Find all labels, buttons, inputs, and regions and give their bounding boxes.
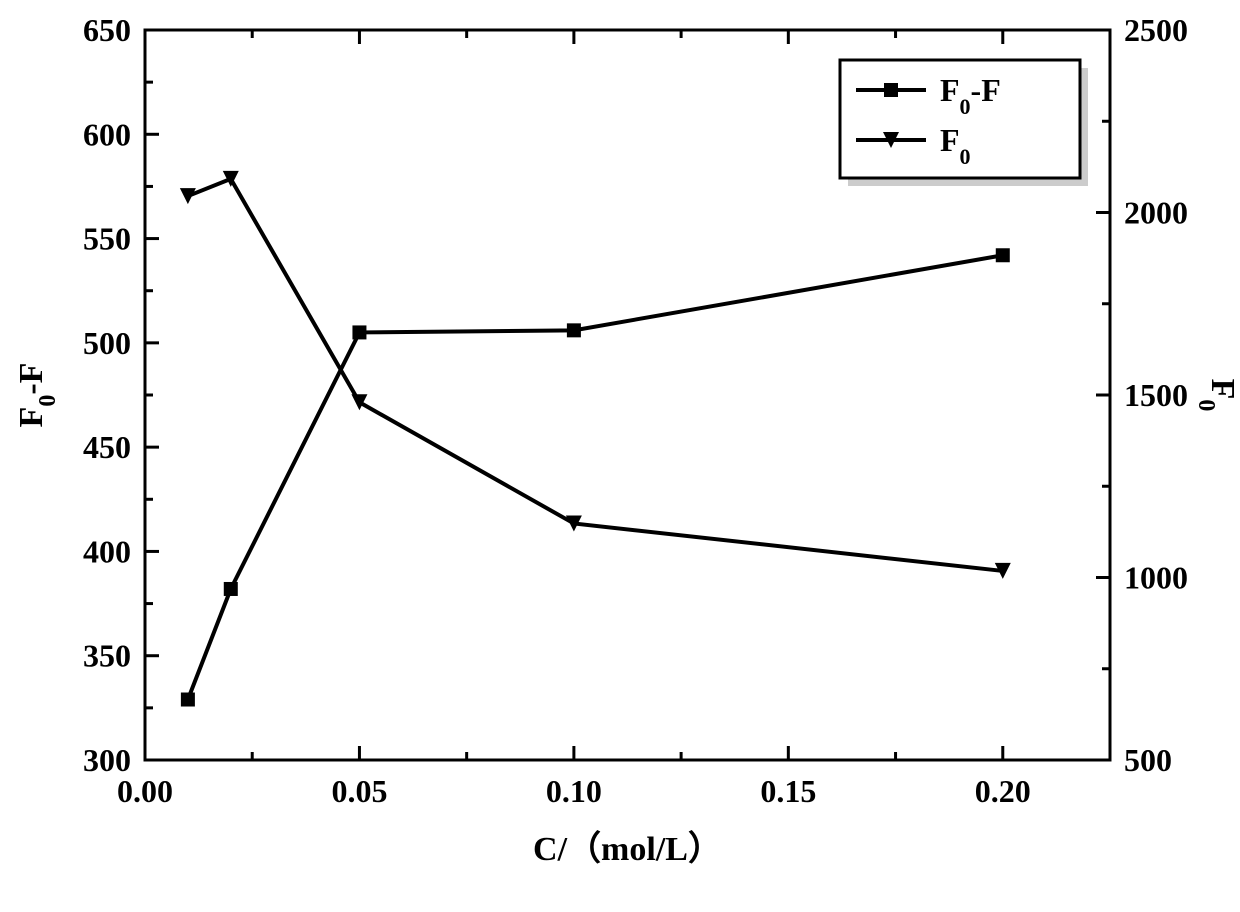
dual-axis-line-chart: 0.00 0.05 0.10 0.15 0.20 300 350 400 450 500 550 60… [0, 0, 1240, 912]
x-tick-label: 0.15 [760, 773, 816, 809]
marker-square [567, 323, 581, 337]
yl-tick-label: 300 [83, 742, 131, 778]
x-axis-label: C/（mol/L） [533, 829, 722, 868]
marker-square [352, 325, 366, 339]
x-tick-label: 0.20 [975, 773, 1031, 809]
yr-tick-label: 2500 [1124, 12, 1188, 48]
yl-tick-label: 400 [83, 533, 131, 569]
yr-tick-label: 1500 [1124, 377, 1188, 413]
x-tick-label: 0.00 [117, 773, 173, 809]
marker-square [996, 248, 1010, 262]
yl-tick-label: 600 [83, 116, 131, 152]
x-tick-label: 0.05 [331, 773, 387, 809]
yl-tick-label: 500 [83, 325, 131, 361]
yl-tick-label: 650 [83, 12, 131, 48]
yr-tick-label: 500 [1124, 742, 1172, 778]
yl-tick-label: 350 [83, 638, 131, 674]
chart-container: 0.00 0.05 0.10 0.15 0.20 300 350 400 450 500 550 60… [0, 0, 1240, 912]
yl-tick-label: 450 [83, 429, 131, 465]
marker-square [224, 582, 238, 596]
legend-marker-square [884, 83, 898, 97]
yl-tick-label: 550 [83, 221, 131, 257]
yr-tick-label: 1000 [1124, 560, 1188, 596]
yr-tick-label: 2000 [1124, 195, 1188, 231]
x-tick-label: 0.10 [546, 773, 602, 809]
marker-square [181, 693, 195, 707]
